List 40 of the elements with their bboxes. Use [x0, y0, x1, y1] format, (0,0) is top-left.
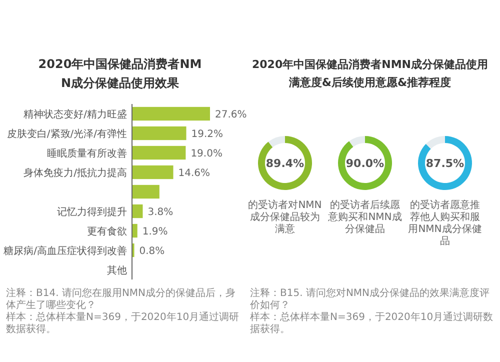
y-tick-label: 糖尿病/高血压症状得到改善 — [4, 244, 127, 257]
y-tick-label: 身体免疫力/抵抗力提高 — [24, 166, 127, 179]
bar — [132, 106, 210, 121]
donut-slice — [268, 136, 285, 148]
data-label: 14.6% — [178, 168, 210, 179]
y-tick-label: 皮肤变白/紧致/光泽/有弹性 — [6, 128, 127, 140]
y-tick-label: 其他 — [107, 264, 127, 276]
y-tick-label: 睡眠质量有所改善 — [47, 147, 127, 160]
y-tick-label: 更有食欲 — [87, 225, 127, 238]
donut-slice — [258, 136, 312, 190]
donut-slice — [418, 136, 472, 190]
slice-label: 的受访者愿意推荐他人购买和服用NMN成分保健品 — [408, 199, 482, 247]
data-label: 19.0% — [190, 148, 222, 160]
chart-title: 2020年中国保健品消费者NMN成分保健品使用效果 — [38, 57, 202, 90]
bar — [132, 126, 186, 140]
text: 注释：B15. 请问您对NMN成分保健品的效果满意度评价如何？ — [249, 287, 490, 311]
donut-slice — [426, 136, 445, 149]
bar — [132, 224, 138, 238]
slice-label: 的受访者对NMN成分保健品较为满意 — [248, 199, 322, 235]
y-tick-label: 精神状态变好/精力旺盛 — [24, 108, 127, 120]
text: 样本：总体样本量N=369，于2020年10月通过调研数据获得。 — [250, 311, 494, 335]
data-label: 19.2% — [191, 128, 224, 140]
data-label: 87.5% — [426, 156, 464, 170]
slice-label: 的受访者后续愿意购买和NMN成分保健品 — [327, 199, 402, 235]
bar — [132, 146, 186, 160]
data-label: 1.9% — [142, 226, 168, 238]
donut-slice — [338, 136, 392, 190]
data-label: 3.8% — [148, 206, 174, 218]
text: 注释：B14. 请问您在服用NMN成分的保健品后，身体产生了哪些变化？ — [6, 287, 236, 311]
text: 样本：总体样本量N=369，于2020年10月通过调研数据获得。 — [6, 311, 240, 335]
data-label: 27.6% — [215, 109, 247, 120]
data-label: 90.0% — [346, 156, 384, 170]
data-label: 89.4% — [266, 156, 304, 170]
bar — [132, 184, 160, 199]
text: 2020年中国保健品消费者NMN成分保健品使用满意度&后续使用意愿&推荐程度 — [252, 58, 488, 89]
bar — [132, 165, 174, 180]
data-label: 0.8% — [139, 246, 165, 257]
y-tick-label: 记忆力得到提升 — [57, 206, 127, 218]
bar — [132, 204, 143, 218]
donut-slice — [349, 136, 365, 147]
